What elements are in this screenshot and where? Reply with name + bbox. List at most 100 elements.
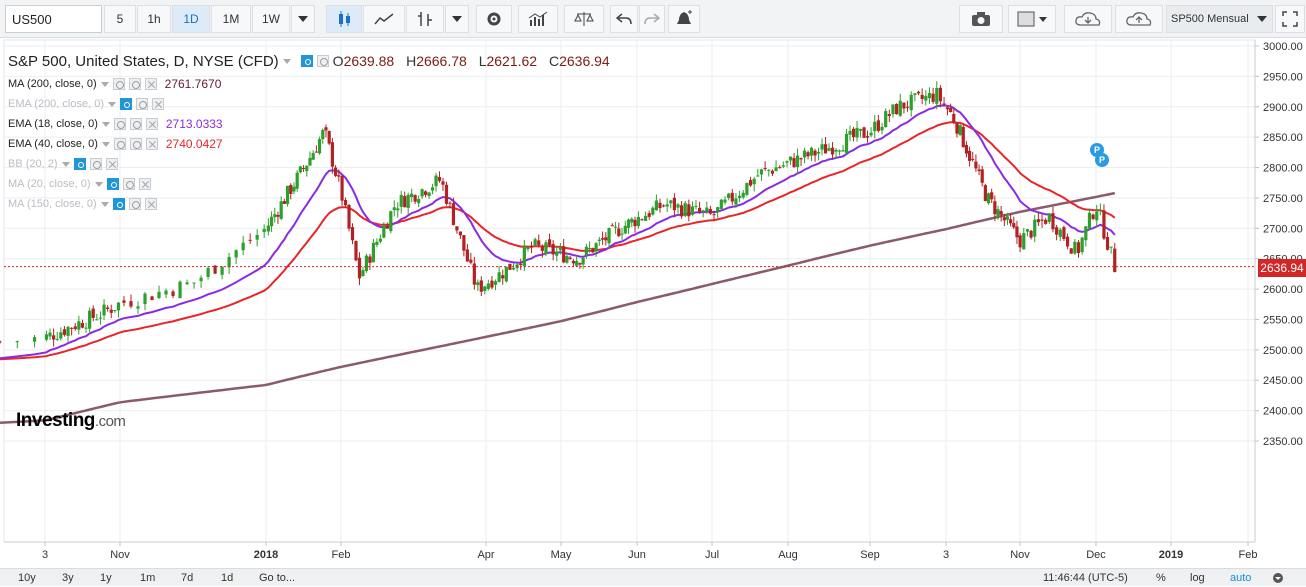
candle-body [255,234,259,240]
x-tick-label: 3 [42,549,48,561]
settings-icon[interactable] [476,5,512,33]
gear-icon[interactable] [89,158,102,170]
range-7d-button[interactable]: 7d [181,572,194,584]
close-icon[interactable] [152,98,164,110]
indicator-row[interactable]: EMA (200, close, 0) [8,94,172,114]
square-icon[interactable] [1008,5,1056,33]
indicator-row[interactable]: MA (200, close, 0) 2761.7670 [8,74,221,94]
candle-body [465,249,469,262]
indicator-dropdown-icon[interactable] [100,81,109,87]
style-dropdown-icon[interactable] [445,5,469,33]
title-dropdown-icon[interactable] [282,58,291,64]
candle-body [974,161,978,169]
candle-body [902,102,906,109]
indicator-dropdown-icon[interactable] [101,121,110,127]
compare-icon[interactable] [564,5,604,33]
percent-toggle[interactable]: % [1156,572,1166,584]
title-eye-icon[interactable] [300,55,313,67]
candle-body [594,243,598,252]
candle-body [690,206,695,215]
candle-body [640,219,644,221]
template-select[interactable]: SP500 Mensual [1166,5,1273,33]
candle-body [1058,229,1062,237]
visibility-icon[interactable] [106,178,119,190]
candle-body [497,272,501,282]
candle-body [643,215,648,221]
goto-button[interactable]: Go to... [259,572,296,584]
candle-body [1040,219,1044,221]
candle-icon[interactable] [326,5,362,33]
template-dropdown-icon[interactable] [1252,5,1272,33]
interval-5-button[interactable]: 5 [104,5,136,33]
candle-body [301,167,306,169]
candle-body [865,136,870,138]
visibility-icon[interactable] [112,198,125,210]
indicator-row[interactable]: EMA (18, close, 0) 2713.0333 [8,114,223,134]
interval-1h-button[interactable]: 1h [137,5,171,33]
close-icon[interactable] [145,118,158,130]
candle-body [955,123,959,134]
log-toggle[interactable]: log [1190,572,1205,584]
candle-body [855,127,859,138]
indicators-icon[interactable] [518,5,558,33]
gear-icon[interactable] [136,98,148,110]
cloud-upload-icon[interactable] [1115,5,1163,33]
candle-body [756,175,760,177]
gear-icon[interactable] [128,198,141,210]
cloud-download-icon[interactable] [1064,5,1112,33]
close-icon[interactable] [145,138,158,150]
event-marker[interactable]: P [1095,153,1109,167]
indicator-row[interactable]: EMA (40, close, 0) 2740.0427 [8,134,223,154]
interval-1w-button[interactable]: 1W [252,5,290,33]
chart-area[interactable]: 3000.00 2950.00 2900.00 2850.00 2800.00 2750.… [0,38,1306,568]
interval-dropdown-icon[interactable] [291,5,315,33]
symbol-input[interactable] [5,5,102,33]
price-chart[interactable]: 3000.00 2950.00 2900.00 2850.00 2800.00 2750.… [0,38,1306,568]
visibility-icon[interactable] [120,98,132,110]
gear-icon[interactable] [129,138,142,150]
title-gear-icon[interactable] [316,55,329,67]
interval-1d-button[interactable]: 1D [172,5,210,33]
gear-icon[interactable] [128,78,141,90]
indicator-dropdown-icon[interactable] [100,201,109,207]
visibility-icon[interactable] [113,118,126,130]
indicator-dropdown-icon[interactable] [108,101,116,107]
indicator-dropdown-icon[interactable] [61,161,70,167]
range-1y-button[interactable]: 1y [100,572,112,584]
bottom-bar: 10y 3y 1y 1m 7d 1d Go to... 11:46:44 (UT… [0,568,1306,586]
alert-icon[interactable] [668,5,700,33]
candle-body [164,290,168,295]
visibility-icon[interactable] [73,158,86,170]
candle-body [413,195,417,202]
indicator-dropdown-icon[interactable] [101,141,110,147]
candle-body [1051,213,1055,230]
candle-body [862,127,866,138]
camera-icon[interactable] [959,5,1003,33]
close-icon[interactable] [138,178,151,190]
gear-icon[interactable] [122,178,135,190]
y-tick-label: 2850.00 [1263,132,1303,144]
auto-toggle[interactable]: auto [1230,572,1252,584]
ohlc-readout: O2639.88 H2666.78 L2621.62 C2636.94 [333,53,618,69]
interval-1m-button[interactable]: 1M [211,5,251,33]
indicator-row[interactable]: MA (20, close, 0) [8,174,159,194]
undo-icon[interactable] [610,5,638,33]
visibility-icon[interactable] [113,138,126,150]
visibility-icon[interactable] [112,78,125,90]
range-1m-button[interactable]: 1m [140,572,156,584]
close-icon[interactable] [105,158,118,170]
close-icon[interactable] [144,198,157,210]
range-1d-button[interactable]: 1d [221,572,234,584]
indicator-row[interactable]: MA (150, close, 0) [8,194,165,214]
fullscreen-icon[interactable] [1275,5,1305,33]
range-10y-button[interactable]: 10y [18,572,36,584]
close-icon[interactable] [144,78,157,90]
indicator-row[interactable]: BB (20, 2) [8,154,126,174]
range-3y-button[interactable]: 3y [62,572,74,584]
line-style-icon[interactable] [363,5,405,33]
indicator-dropdown-icon[interactable] [94,181,103,187]
scale-dropdown-icon[interactable] [1272,569,1284,587]
gear-icon[interactable] [129,118,142,130]
redo-icon[interactable] [639,5,665,33]
bar-style-icon[interactable] [406,5,444,33]
